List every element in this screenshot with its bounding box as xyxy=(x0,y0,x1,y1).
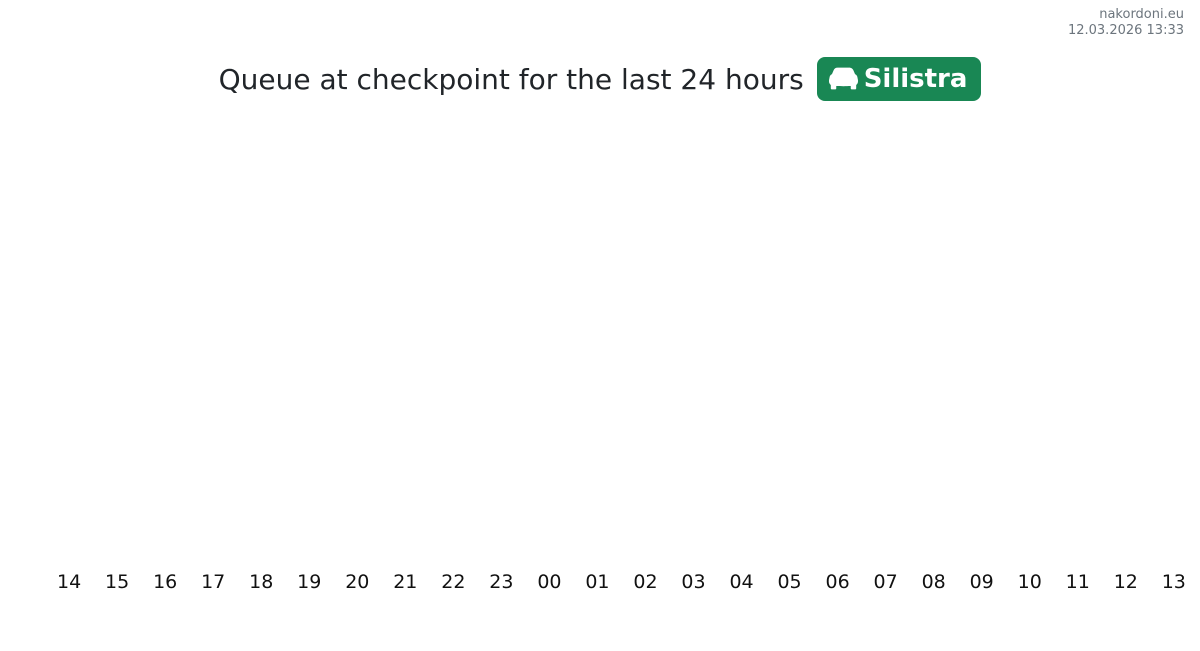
x-axis-tick: 05 xyxy=(777,571,802,593)
x-axis-tick: 08 xyxy=(921,571,946,593)
chart-title: Queue at checkpoint for the last 24 hour… xyxy=(218,62,804,96)
x-axis-tick: 09 xyxy=(969,571,994,593)
x-axis-tick: 04 xyxy=(729,571,754,593)
x-axis-tick: 20 xyxy=(345,571,370,593)
x-axis-tick: 21 xyxy=(393,571,418,593)
site-info: nakordoni.eu 12.03.2026 13:33 xyxy=(1068,7,1184,39)
chart-header: Queue at checkpoint for the last 24 hour… xyxy=(0,56,1200,102)
x-axis-tick: 13 xyxy=(1161,571,1186,593)
x-axis-tick: 14 xyxy=(57,571,82,593)
car-front-icon xyxy=(828,64,858,93)
x-axis-tick: 22 xyxy=(441,571,466,593)
x-axis-tick: 19 xyxy=(297,571,322,593)
x-axis-tick: 10 xyxy=(1017,571,1042,593)
x-axis-tick: 15 xyxy=(105,571,130,593)
chart-plot-area xyxy=(46,110,1185,572)
x-axis-tick: 03 xyxy=(681,571,706,593)
site-name: nakordoni.eu xyxy=(1099,7,1184,22)
checkpoint-name: Silistra xyxy=(863,63,968,94)
x-axis-tick: 01 xyxy=(585,571,610,593)
x-axis-tick: 11 xyxy=(1065,571,1090,593)
checkpoint-badge[interactable]: Silistra xyxy=(816,57,982,101)
site-timestamp: 12.03.2026 13:33 xyxy=(1067,23,1184,38)
x-axis-tick: 17 xyxy=(201,571,226,593)
x-axis: 14 15 16 17 18 19 20 21 22 23 00 01 02 03 04 05 06 07 08 09… xyxy=(57,570,1186,594)
x-axis-tick: 06 xyxy=(825,571,850,593)
chart-bars xyxy=(46,110,1185,572)
x-axis-tick: 23 xyxy=(489,571,514,593)
x-axis-tick: 07 xyxy=(873,571,898,593)
x-axis-tick: 18 xyxy=(249,571,274,593)
x-axis-tick: 02 xyxy=(633,571,658,593)
x-axis-tick: 00 xyxy=(537,571,562,593)
x-axis-tick: 16 xyxy=(153,571,178,593)
x-axis-tick: 12 xyxy=(1113,571,1138,593)
